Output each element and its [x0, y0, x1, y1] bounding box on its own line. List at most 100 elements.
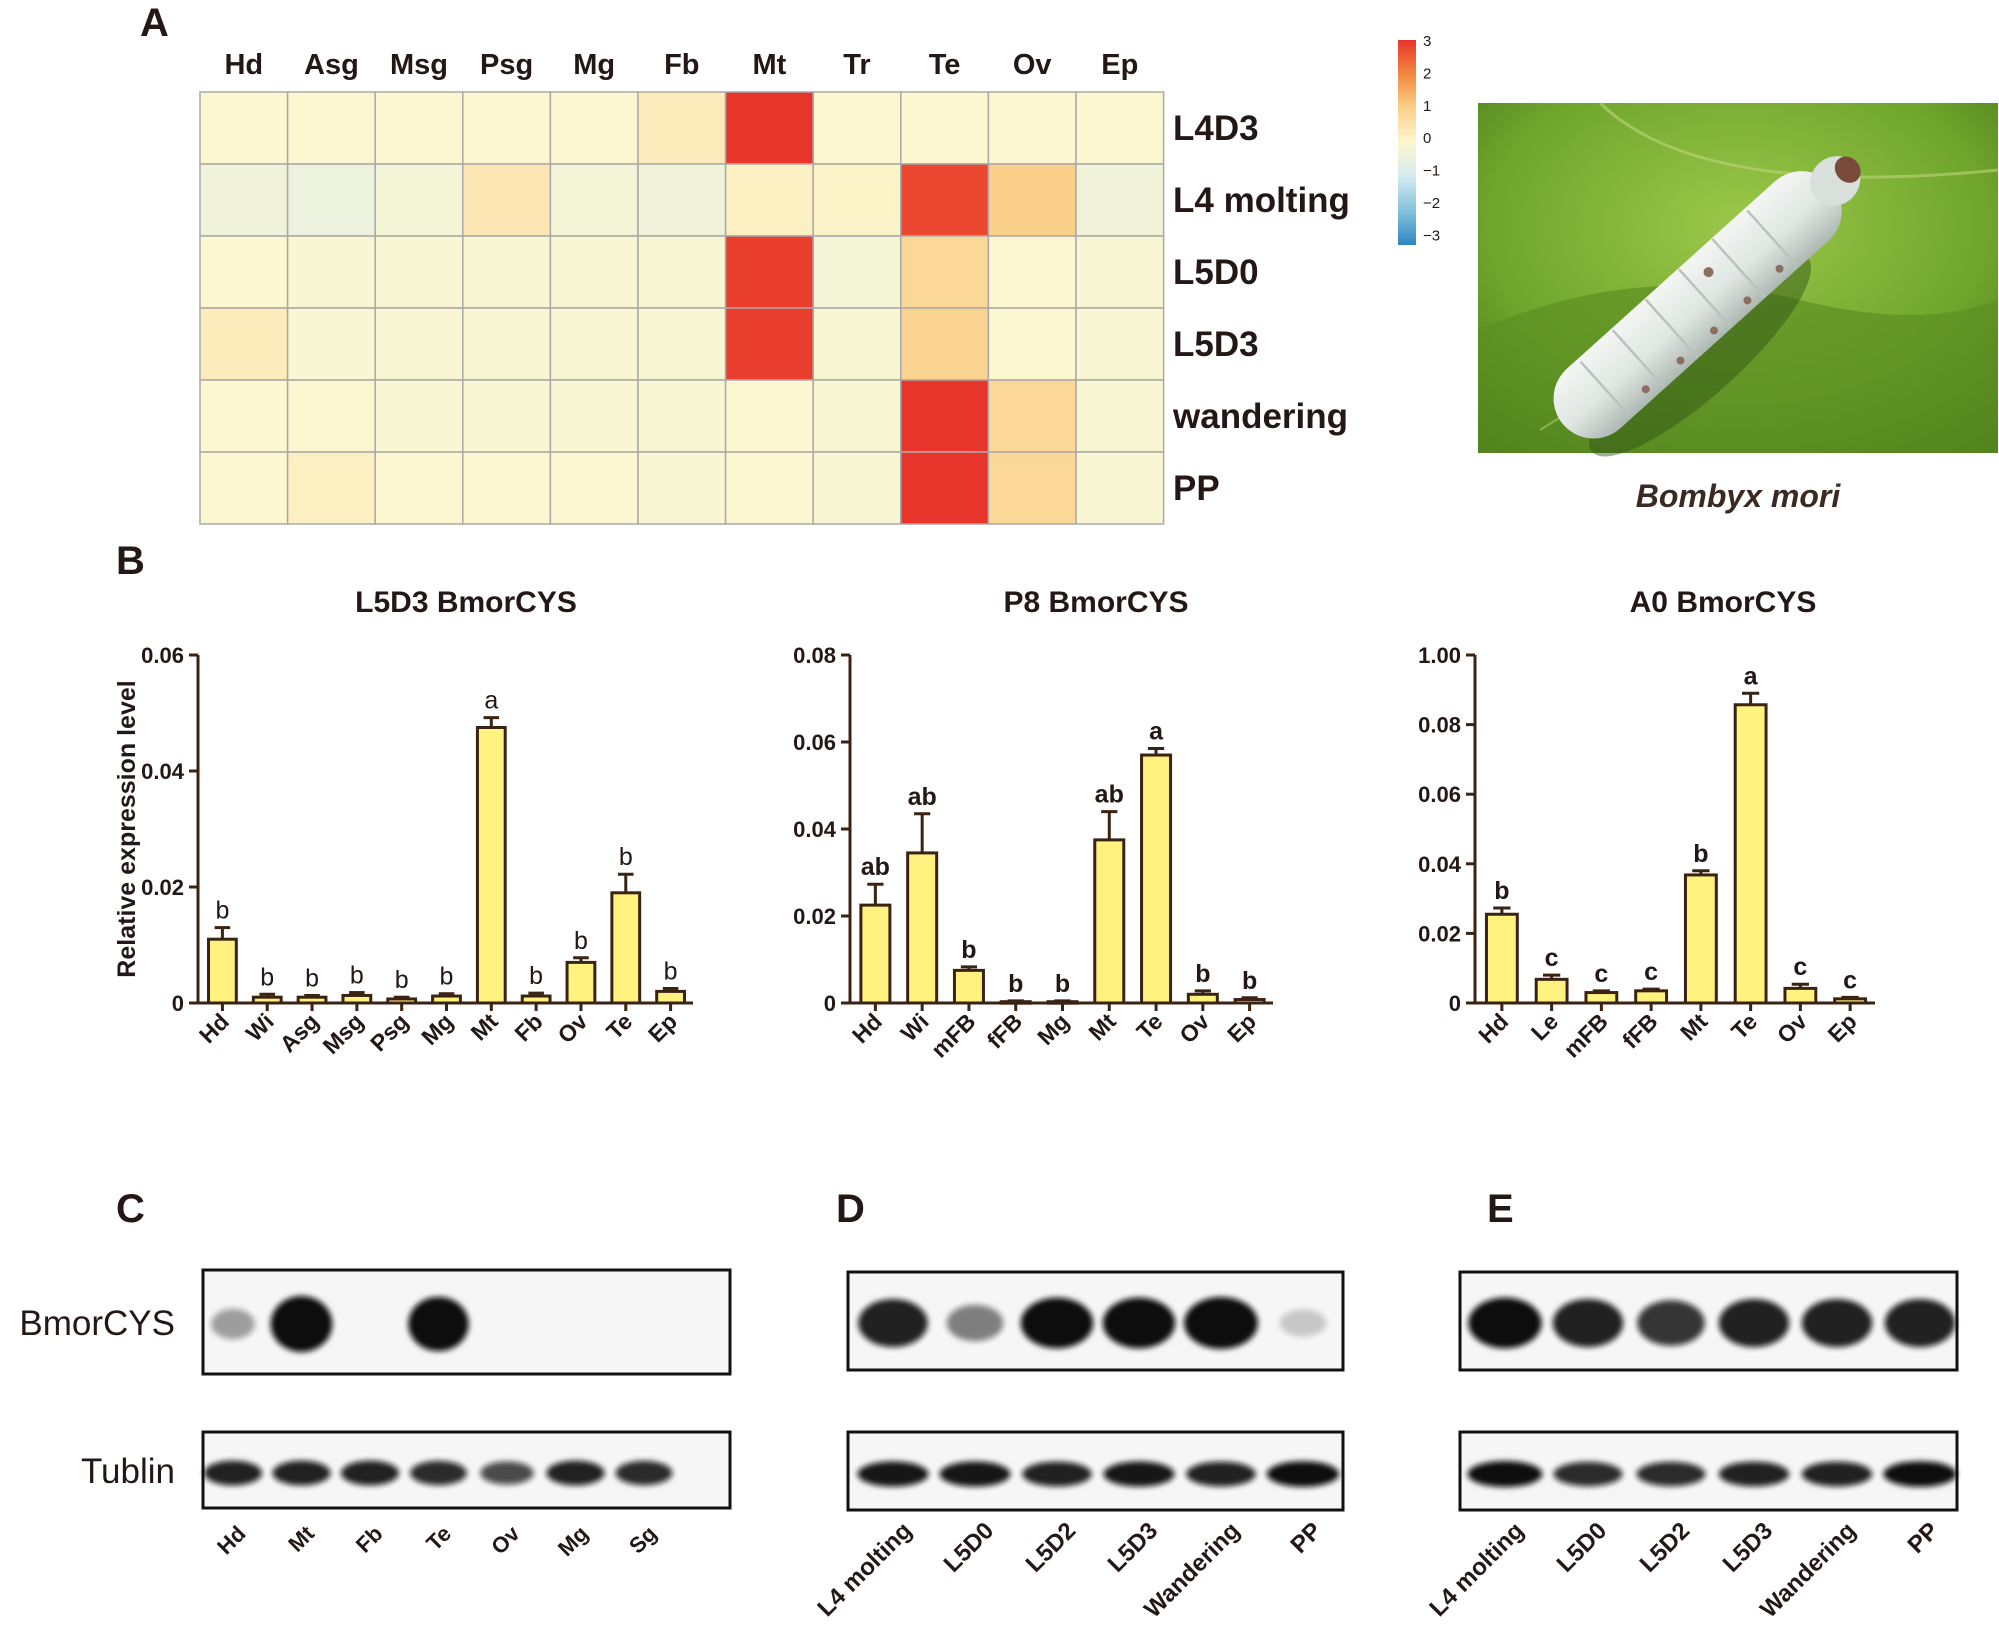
- bar-chart-p8: P8 BmorCYS00.020.040.060.08abHdabWibmFBb…: [793, 586, 1273, 1063]
- x-tick-label: Mt: [465, 1008, 503, 1046]
- y-tick-label: 1.00: [1418, 643, 1461, 668]
- significance-letter: c: [1644, 958, 1658, 986]
- blot-lane-label: Fb: [351, 1521, 388, 1558]
- heatmap-legend-tick: 3: [1423, 33, 1431, 50]
- western-blot-c: BmorCYS Tublin Hd Mt Fb Te Ov Mg Sg: [19, 1268, 732, 1561]
- significance-letter: b: [1242, 967, 1257, 995]
- y-tick-label: 0.04: [1418, 852, 1462, 877]
- blot-lane-label: L5D3: [1103, 1517, 1164, 1578]
- x-tick-label: Mt: [1083, 1008, 1121, 1046]
- heatmap-legend-bar: [1398, 40, 1416, 245]
- heatmap-cell: [1075, 91, 1165, 165]
- x-tick-label: Ep: [1822, 1008, 1861, 1047]
- significance-letter: c: [1843, 966, 1857, 994]
- bar: [386, 997, 418, 1005]
- bar: [1186, 992, 1219, 1005]
- panel-label-E: E: [1487, 1187, 1514, 1231]
- bar: [1093, 838, 1126, 1005]
- chart-title: P8 BmorCYS: [1003, 586, 1188, 619]
- heatmap-cell: [286, 163, 376, 237]
- bar: [475, 726, 507, 1005]
- heatmap-cell: [1075, 307, 1165, 381]
- heatmap-cell: [637, 451, 727, 525]
- x-tick-label: Ep: [1222, 1008, 1261, 1047]
- significance-letter: ab: [861, 853, 890, 881]
- blot-band: [858, 1298, 928, 1348]
- blot-band: [1266, 1461, 1340, 1487]
- heatmap-cell: [286, 451, 376, 525]
- significance-letter: b: [350, 962, 364, 990]
- panel-label-D: D: [836, 1187, 865, 1231]
- x-tick-label: Mg: [1032, 1008, 1074, 1050]
- significance-letter: b: [1494, 877, 1509, 905]
- y-tick-label: 0.08: [1418, 713, 1461, 738]
- blot-band: [1102, 1297, 1176, 1349]
- significance-letter: b: [664, 958, 678, 986]
- heatmap-col-label: Asg: [304, 49, 359, 81]
- heatmap-cell: [1075, 235, 1165, 309]
- blot-lane-label: PP: [1286, 1517, 1328, 1559]
- heatmap: Hd Asg Msg Psg Mg Fb Mt Tr Te Ov Ep L4D3 L4 molting L…: [199, 49, 1350, 525]
- significance-letter: b: [574, 927, 588, 955]
- x-tick-label: Hd: [1473, 1008, 1513, 1048]
- significance-letter: b: [305, 964, 319, 992]
- heatmap-cell: [724, 91, 814, 165]
- heatmap-col-label: Ep: [1101, 49, 1138, 81]
- x-tick-label: Asg: [274, 1008, 323, 1057]
- silkworm-body: [1553, 156, 1861, 439]
- heatmap-legend-tick: 1: [1423, 98, 1431, 115]
- heatmap-cell: [812, 451, 902, 525]
- heatmap-cell: [637, 307, 727, 381]
- heatmap-cell: [549, 91, 639, 165]
- x-tick-label: Psg: [365, 1008, 413, 1056]
- heatmap-row-label: L4D3: [1173, 109, 1259, 148]
- heatmap-cell: [724, 379, 814, 453]
- blot-band: [1022, 1461, 1092, 1487]
- heatmap-cell: [724, 451, 814, 525]
- heatmap-cell: [724, 235, 814, 309]
- heatmap-cell: [987, 163, 1077, 237]
- significance-letter: a: [484, 687, 498, 715]
- blot-frame: [1458, 1430, 1959, 1512]
- bar: [1683, 873, 1718, 1005]
- heatmap-row-label: wandering: [1172, 397, 1348, 436]
- significance-letter: a: [1149, 718, 1164, 746]
- heatmap-legend-tick: 2: [1423, 65, 1431, 82]
- heatmap-cell: [462, 379, 552, 453]
- heatmap-cell: [900, 379, 990, 453]
- heatmap-cell: [987, 379, 1077, 453]
- photo-caption: Bombyx mori: [1635, 478, 1841, 514]
- x-tick-label: Ep: [643, 1008, 682, 1047]
- heatmap-cell: [199, 91, 289, 165]
- heatmap-cell: [549, 451, 639, 525]
- heatmap-cell: [812, 91, 902, 165]
- blot-lane-label: L5D3: [1718, 1517, 1779, 1578]
- y-tick-label: 0: [824, 991, 836, 1016]
- significance-letter: b: [260, 963, 274, 991]
- significance-letter: c: [1793, 953, 1807, 981]
- bar: [1733, 703, 1768, 1005]
- bar: [859, 903, 892, 1005]
- bar: [207, 937, 238, 1005]
- blot-band: [272, 1460, 331, 1486]
- blot-lane-label: L5D2: [1635, 1517, 1696, 1578]
- blot-band: [1020, 1297, 1094, 1349]
- blot-band: [857, 1461, 929, 1487]
- heatmap-cell: [549, 307, 639, 381]
- blot-lane-label: PP: [1903, 1517, 1945, 1559]
- heatmap-cell: [374, 91, 464, 165]
- blot-band: [946, 1304, 1004, 1342]
- blot-lane-label: Mg: [553, 1521, 593, 1561]
- heatmap-col-label: Te: [929, 49, 961, 81]
- blot-lane-label: L5D0: [1552, 1517, 1613, 1578]
- blot-band: [1467, 1461, 1543, 1487]
- panel-label-A: A: [140, 1, 169, 45]
- heatmap-row-label: L5D3: [1173, 325, 1259, 364]
- significance-letter: b: [1195, 960, 1210, 988]
- heatmap-cell: [1075, 451, 1165, 525]
- heatmap-color-legend: 3 2 1 0 −1 −2 −3: [1398, 33, 1440, 245]
- heatmap-col-label: Psg: [480, 49, 533, 81]
- blot-band: [1279, 1309, 1327, 1337]
- significance-letter: b: [1693, 840, 1708, 868]
